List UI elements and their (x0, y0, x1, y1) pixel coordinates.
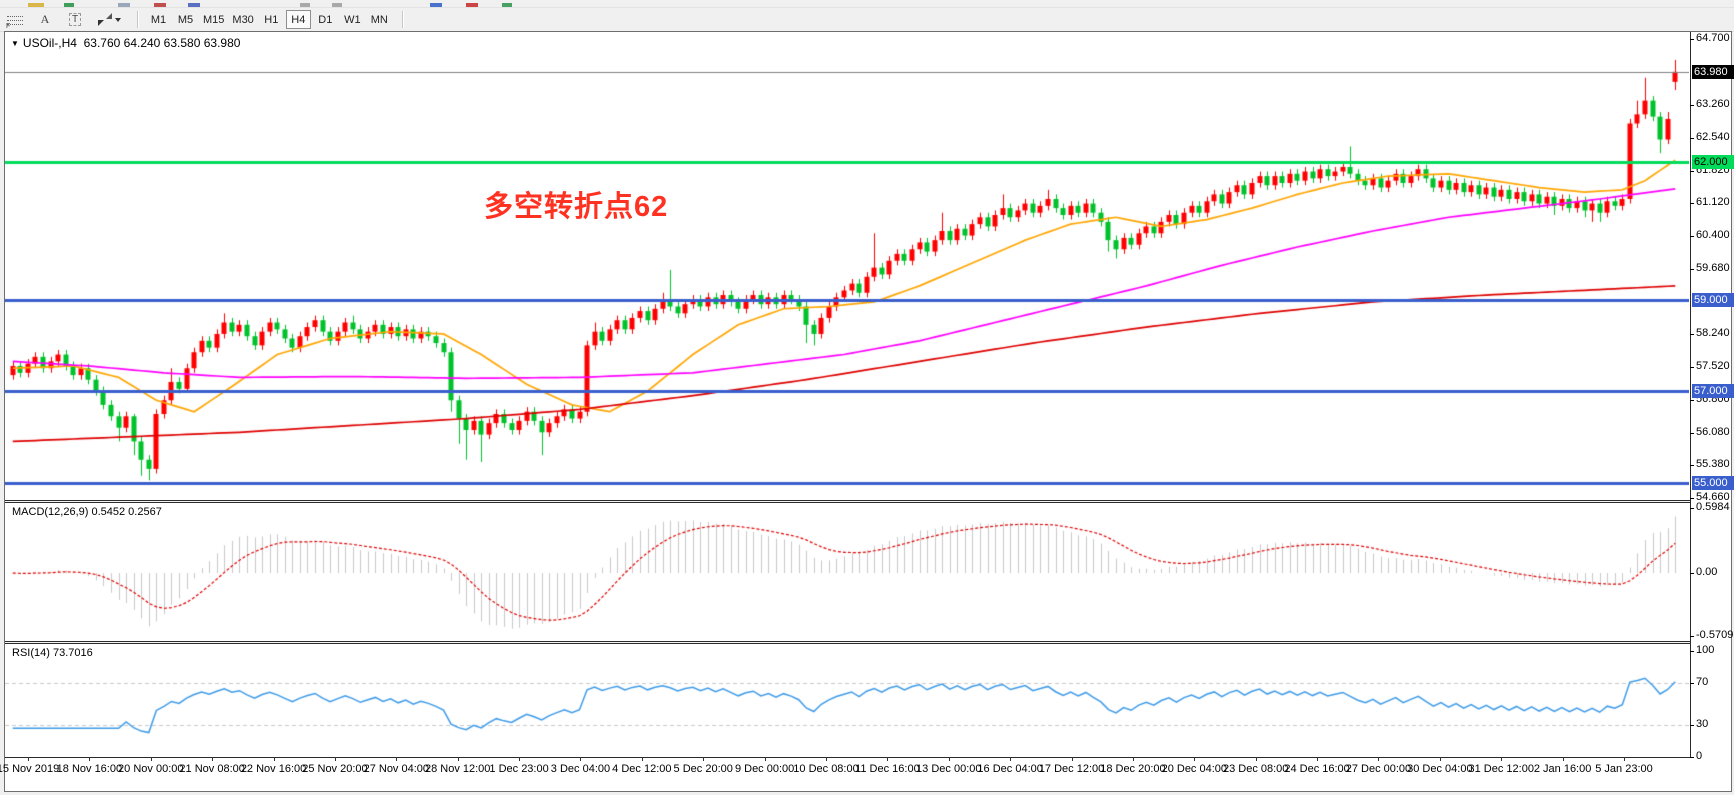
time-axis[interactable] (5, 758, 1691, 780)
text-label-icon: T (68, 13, 82, 26)
rsi-panel-canvas[interactable] (5, 644, 1689, 757)
symbol-period-label: USOil-,H4 (22, 36, 77, 50)
panel-separator[interactable] (5, 641, 1691, 644)
fibonacci-tool-button[interactable]: F (2, 10, 28, 30)
rsi-indicator-label: RSI(14) 73.7016 (12, 647, 93, 659)
chevron-down-icon (114, 17, 121, 22)
timeframe-button-d1[interactable]: D1 (313, 10, 338, 29)
timeframe-button-m30[interactable]: M30 (229, 10, 256, 29)
clipped-icon-fragment (502, 3, 512, 7)
timeframe-button-h4[interactable]: H4 (285, 10, 311, 29)
text-label-tool-button[interactable]: T (62, 10, 88, 29)
ohlc-values: 63.760 64.240 63.580 63.980 (83, 36, 241, 50)
timeframe-button-h1[interactable]: H1 (259, 10, 284, 29)
macd-indicator-label: MACD(12,26,9) 0.5452 0.2567 (12, 506, 162, 518)
timeframe-group: M1 M5 M15 M30 H1 H4 D1 W1 MN (145, 10, 393, 29)
clipped-icon-fragment (118, 3, 130, 7)
arrows-icon (97, 13, 112, 26)
fibonacci-icon: F (6, 13, 23, 30)
panel-border (5, 757, 1691, 758)
clipped-icon-fragment (154, 3, 166, 7)
clipped-icon-fragment (466, 3, 478, 7)
clipped-icon-fragment (332, 3, 342, 7)
chart-title: ▼ USOil-,H4 63.760 64.240 63.580 63.980 (11, 36, 240, 50)
toolbar-separator (401, 11, 403, 28)
text-tool-button[interactable]: A (32, 10, 58, 29)
timeframe-button-w1[interactable]: W1 (340, 10, 365, 29)
clipped-icon-fragment (430, 3, 442, 7)
panel-separator[interactable] (5, 500, 1691, 503)
clipped-icon-fragment (300, 3, 310, 7)
price-axis-line (1690, 32, 1691, 757)
timeframe-button-mn[interactable]: MN (367, 10, 392, 29)
timeframe-button-m5[interactable]: M5 (173, 10, 198, 29)
timeframe-button-m1[interactable]: M1 (146, 10, 171, 29)
chart-dropdown-icon: ▼ (11, 39, 19, 48)
timeframe-button-m15[interactable]: M15 (200, 10, 227, 29)
macd-panel-canvas[interactable] (5, 503, 1689, 641)
clipped-toolbar-row (0, 0, 1734, 8)
toolbar: F A T M1 M5 M15 M30 H1 H4 D1 W1 MN (0, 8, 1734, 32)
chart-annotation-text[interactable]: 多空转折点62 (484, 191, 669, 223)
price-chart-canvas[interactable] (5, 32, 1689, 500)
clipped-icon-fragment (28, 3, 44, 7)
clipped-icon-fragment (64, 3, 74, 7)
clipped-icon-fragment (188, 3, 200, 7)
toolbar-separator (137, 11, 138, 28)
price-axis[interactable] (1691, 32, 1734, 757)
arrow-tools-button[interactable] (92, 10, 126, 29)
text-icon: A (40, 12, 50, 26)
